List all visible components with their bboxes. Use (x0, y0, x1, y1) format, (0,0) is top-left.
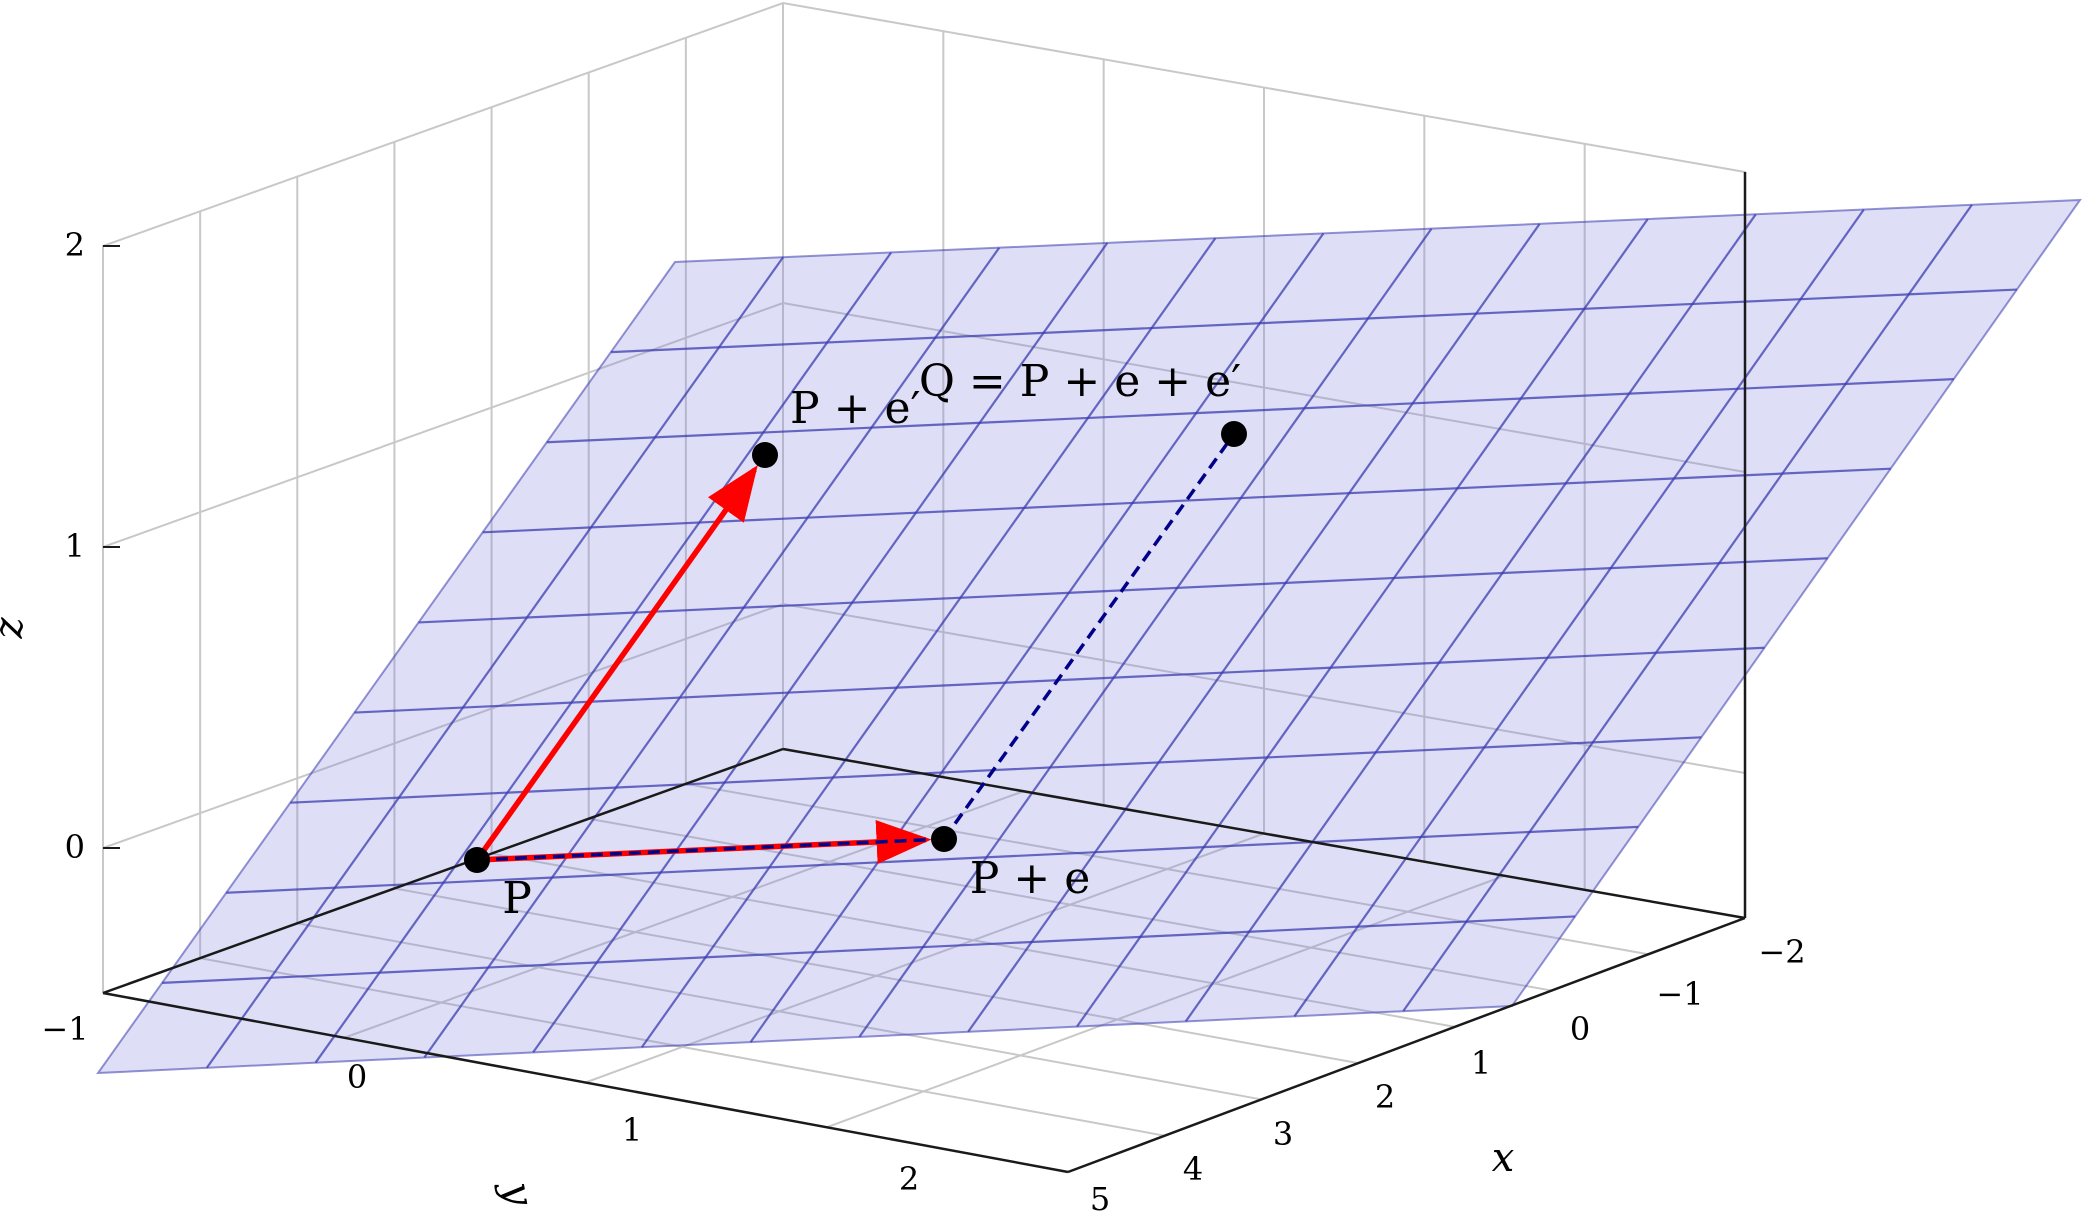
grid-line (394, 887, 1359, 1065)
z-tick-label: 0 (65, 828, 85, 866)
plane-grid-line (1184, 213, 1757, 1023)
plane-grid-line (610, 288, 2017, 354)
grid-line (491, 852, 1456, 1028)
point-label: P + e (970, 853, 1090, 904)
point-label: Q = P + e + e′ (919, 356, 1241, 407)
vectors (474, 432, 1236, 865)
axes (102, 172, 1747, 1174)
floor-left-edge (102, 747, 784, 995)
x-tick-label: 5 (1090, 1180, 1110, 1216)
vector-arrow (476, 820, 932, 865)
plane-grid-line (749, 232, 1325, 1043)
plane-grid-line (226, 825, 1639, 894)
x-tick-label: 0 (1570, 1010, 1590, 1048)
x-tick-label: 3 (1273, 1115, 1293, 1153)
grid-line (199, 957, 1165, 1137)
y-tick-label: 0 (347, 1058, 367, 1096)
plane-grid-line (1293, 208, 1865, 1017)
x-tick-label: 1 (1471, 1044, 1491, 1082)
vector-arrow (474, 465, 758, 862)
point-label: P (502, 873, 532, 924)
plane-grid-line (1402, 204, 1973, 1012)
x-axis-title: x (1492, 1135, 1515, 1181)
grid-line (102, 301, 1746, 548)
vector-dashed (942, 432, 1236, 841)
z-tick-label: 1 (65, 527, 85, 565)
y-tick-label: −1 (41, 1010, 88, 1048)
plane-grid-line (967, 223, 1541, 1033)
plane-grid-line (205, 256, 784, 1069)
point-marker (931, 826, 957, 852)
x-axis-line (1067, 916, 1746, 1174)
grid-line (102, 602, 1746, 849)
point-label: P + e′ (790, 383, 920, 434)
plane-grid-line (858, 227, 1433, 1038)
y-tick-label: 2 (899, 1160, 919, 1198)
grid-line (297, 922, 1262, 1101)
z-tick-label: 2 (65, 226, 85, 264)
y-axis-title: y (493, 1177, 543, 1211)
point-marker (1221, 421, 1247, 447)
grid-line (826, 874, 1505, 1129)
floor-back-edge (782, 747, 1746, 920)
y-axis-line (102, 991, 1069, 1174)
plane-grid-line (546, 378, 1954, 444)
point-marker (464, 847, 490, 873)
z-axis-title: z (0, 617, 32, 640)
grid-line (685, 782, 1649, 956)
points (464, 421, 1247, 873)
x-tick-label: 2 (1375, 1078, 1395, 1116)
labels: 0 1 2 −1 0 1 2 −2 −1 0 1 2 3 4 5 x y z P P + e P + e′Q = P +… (0, 226, 1806, 1216)
point-marker (752, 442, 778, 468)
plane-grid-line (1076, 218, 1649, 1028)
plane-grid-line (314, 251, 893, 1064)
plane-grid-line (532, 242, 1109, 1054)
plane-grid-line (162, 915, 1576, 984)
grid-line (585, 832, 1265, 1084)
y-tick-label: 1 (622, 1111, 642, 1149)
plane-grid-line (640, 237, 1217, 1048)
vector-dashed (476, 837, 945, 862)
x-tick-label: −1 (1656, 975, 1703, 1013)
x-tick-label: 4 (1183, 1150, 1203, 1188)
x-tick-label: −2 (1758, 933, 1805, 971)
plane-grid-line (423, 247, 1001, 1059)
